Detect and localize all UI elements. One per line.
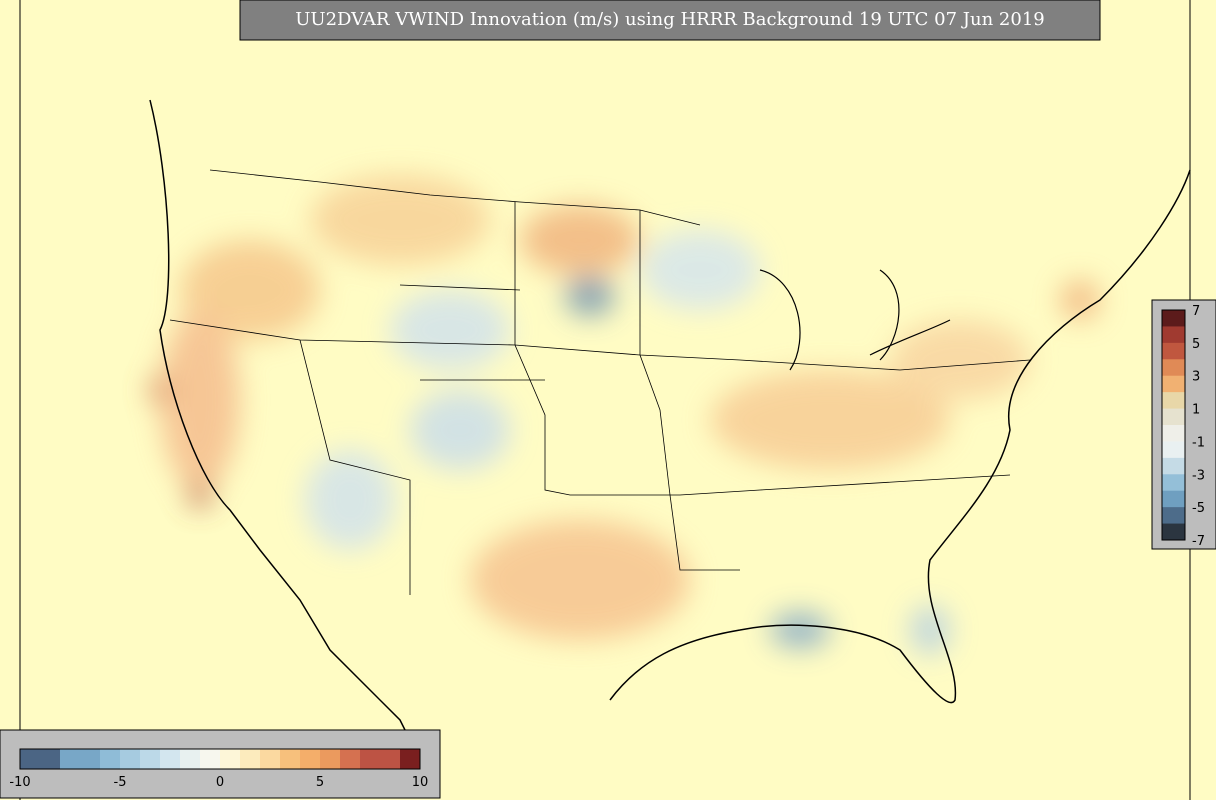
colorbar-segment xyxy=(280,749,301,769)
colorbar-bottom: -10 -5 0 5 10 xyxy=(9,748,429,790)
colorbar-segment xyxy=(220,749,241,769)
colorbar-segment xyxy=(1162,375,1185,393)
colorbar-segment xyxy=(1162,359,1185,377)
colorbar-segment xyxy=(1162,457,1185,475)
colorbar-tick-label: -5 xyxy=(114,775,127,790)
colorbar-tick-label: -5 xyxy=(1192,501,1205,516)
colorbar-frame xyxy=(1161,309,1186,541)
colorbar-tick-label: -3 xyxy=(1192,468,1205,483)
colorbar-segment xyxy=(1162,392,1185,410)
colorbar-frame xyxy=(19,748,421,770)
colorbar-segment xyxy=(360,749,381,769)
colorbar-segment xyxy=(100,749,121,769)
colorbar-segment xyxy=(300,749,321,769)
colorbar-tick-label: -7 xyxy=(1192,534,1205,549)
colorbar-segment xyxy=(1162,408,1185,426)
colorbar-segment xyxy=(40,749,61,769)
colorbar-segment xyxy=(200,749,221,769)
colorbar-segment xyxy=(1162,474,1185,492)
colorbar-segment xyxy=(260,749,281,769)
colorbar-tick-label: -10 xyxy=(9,775,30,790)
colorbar-segment xyxy=(1162,342,1185,360)
colorbar-tick-label: 7 xyxy=(1192,304,1200,319)
colorbar-segment xyxy=(120,749,141,769)
colorbar-segment xyxy=(80,749,101,769)
colorbar-segment xyxy=(1162,523,1185,541)
colorbar-tick-label: 5 xyxy=(316,775,324,790)
colorbar-segment xyxy=(240,749,261,769)
colorbar-tick-label: 10 xyxy=(412,775,429,790)
colorbar-segment xyxy=(60,749,81,769)
title-box xyxy=(239,0,1101,41)
colorbar-segment xyxy=(380,749,401,769)
colorbar-segment xyxy=(20,749,41,769)
colorbar-segment xyxy=(400,749,421,769)
colorbar-tick-label: 3 xyxy=(1192,370,1200,385)
title: UU2DVAR VWIND Innovation (m/s) using HRR… xyxy=(295,9,1044,30)
innovation-field xyxy=(150,175,1100,655)
colorbar-segment xyxy=(1162,441,1185,459)
colorbar-segment xyxy=(1162,425,1185,442)
colorbar-tick-label: -1 xyxy=(1192,435,1205,450)
colorbar-segment xyxy=(180,749,201,769)
colorbar-segment xyxy=(340,749,361,769)
colorbar-segment xyxy=(320,749,341,769)
colorbar-right: 7 5 3 1 -1 -3 -5 -7 xyxy=(1161,304,1205,549)
colorbar-segment xyxy=(1162,326,1185,344)
colorbar-segment xyxy=(1162,310,1185,327)
colorbar-tick-label: 5 xyxy=(1192,337,1200,352)
colorbar-tick-label: 1 xyxy=(1192,403,1200,418)
colorbar-segment xyxy=(140,749,161,769)
colorbar-segment xyxy=(1162,507,1185,525)
colorbar-segment xyxy=(1162,490,1185,508)
colorbar-tick-label: 0 xyxy=(216,775,224,790)
colorbar-segment xyxy=(160,749,181,769)
